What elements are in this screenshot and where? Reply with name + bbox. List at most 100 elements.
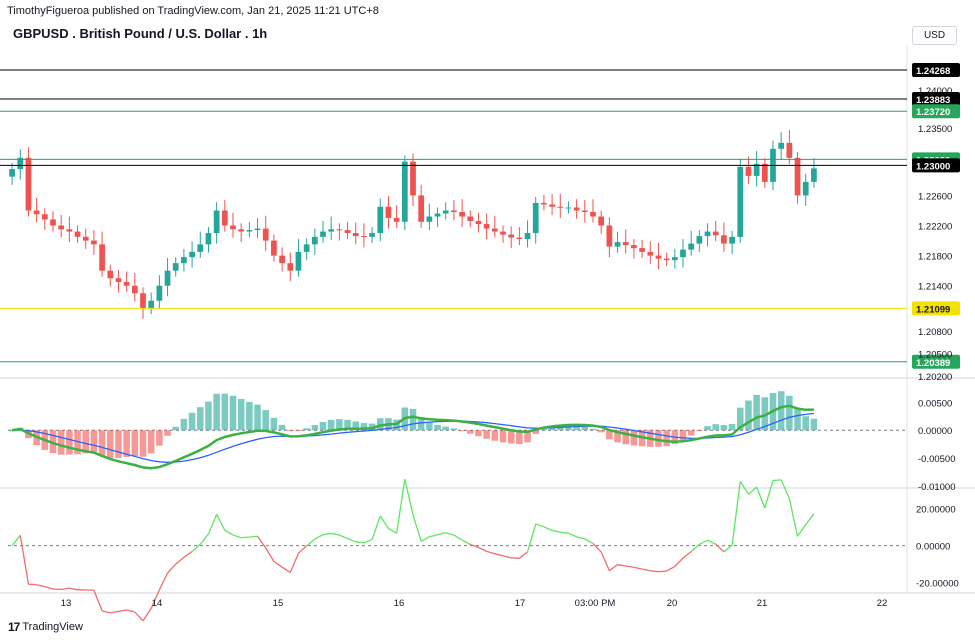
oscillator-segment [61, 587, 70, 590]
candle-body [508, 234, 515, 238]
oscillator-segment [388, 527, 397, 534]
macd-histogram-bar [57, 430, 65, 455]
macd-histogram-bar [696, 430, 703, 432]
oscillator-segment [158, 572, 169, 591]
candle-body [393, 218, 400, 222]
oscillator-segment [486, 550, 495, 555]
candle-body [287, 263, 294, 271]
macd-tick: 0.00000 [918, 426, 952, 437]
macd-histogram-bar [8, 430, 16, 432]
symbol-title[interactable]: GBPUSD . British Pound / U.S. Dollar . 1… [13, 26, 268, 41]
macd-histogram-bar [139, 430, 147, 457]
macd-histogram-bar [491, 430, 499, 441]
price-tick: 1.20500 [918, 349, 952, 360]
oscillator-segment [543, 526, 553, 531]
candle-body [9, 169, 15, 177]
macd-histogram-bar [507, 430, 515, 444]
oscillator-segment [805, 513, 815, 526]
macd-histogram-bar [450, 428, 458, 431]
macd-histogram-bar [426, 421, 433, 431]
oscillator-segment [265, 547, 275, 562]
macd-tick: -0.01000 [918, 482, 956, 493]
candle-body [17, 157, 24, 170]
currency-button[interactable]: USD [912, 26, 957, 45]
candle-body [745, 166, 752, 176]
candle-body [50, 219, 56, 226]
candle-body [721, 235, 727, 244]
level-label-bg [912, 104, 960, 119]
macd-histogram-bar [278, 424, 286, 431]
time-tick: 03:00 PM [575, 598, 616, 609]
macd-histogram-bar [344, 419, 351, 431]
oscillator-segment [731, 481, 741, 546]
oscillator-segment [191, 543, 201, 553]
candle-body [590, 212, 596, 217]
candle-body [671, 257, 678, 261]
macd-histogram-bar [786, 395, 793, 431]
macd-histogram-bar [82, 430, 89, 454]
candle-body [712, 231, 719, 236]
candle-body [565, 207, 572, 209]
oscillator-segment [395, 479, 406, 534]
oscillator-segment [126, 609, 135, 613]
level-label-bg [912, 301, 960, 316]
oscillator-segment [739, 480, 750, 495]
oscillator-segment [788, 498, 799, 537]
footer-logo[interactable]: 17 TradingView [8, 620, 83, 634]
candle-body [320, 231, 326, 237]
candle-body [123, 281, 130, 286]
candle-body [82, 236, 89, 241]
oscillator-segment [625, 565, 635, 568]
candle-body [475, 221, 482, 225]
candle-body [573, 207, 580, 211]
level-label: 1.23720 [916, 107, 950, 118]
macd-histogram-bar [589, 428, 597, 431]
candle-body [557, 206, 564, 208]
candle-body [606, 225, 613, 247]
macd-line [11, 404, 814, 470]
candle-body [516, 237, 523, 240]
candle-body [99, 244, 105, 271]
price-tick: 1.22600 [918, 191, 952, 202]
candle-body [434, 213, 441, 217]
candle-body [410, 161, 416, 196]
oscillator-segment [478, 546, 487, 552]
oscillator-segment [429, 534, 438, 538]
oscillator-segment [142, 608, 152, 622]
candle-body [737, 166, 744, 237]
candle-body [704, 231, 711, 237]
oscillator-segment [150, 589, 160, 609]
candle-body [74, 231, 81, 237]
candle-body [761, 163, 768, 182]
macd-histogram-bar [663, 430, 670, 447]
oscillator-segment [797, 524, 807, 537]
oscillator-segment [658, 570, 667, 573]
signal-line [12, 412, 814, 463]
oscillator-segment [518, 551, 528, 559]
candle-body [524, 233, 531, 240]
candle-body [148, 300, 155, 309]
macd-histogram-bar [606, 430, 613, 440]
candle-body [33, 210, 40, 215]
oscillator-segment [314, 534, 324, 540]
macd-histogram-bar [655, 430, 662, 447]
tradingview-logo-icon: 17 [8, 620, 20, 634]
macd-histogram-bar [287, 430, 294, 432]
oscillator-segment [69, 587, 78, 591]
oscillator-segment [445, 532, 455, 536]
candle-body [361, 236, 367, 238]
macd-histogram-bar [737, 407, 744, 431]
macd-histogram-bar [180, 419, 188, 431]
level-label: 1.24268 [916, 66, 950, 77]
macd-tick: 0.00500 [918, 398, 952, 409]
level-label: 1.23000 [916, 161, 950, 172]
macd-histogram-bar [499, 430, 507, 443]
oscillator-segment [633, 566, 643, 570]
candle-body [442, 210, 449, 214]
candle-body [622, 242, 629, 246]
oscillator-segment [216, 514, 226, 531]
candle-body [328, 229, 335, 232]
oscillator-segment [207, 514, 218, 535]
